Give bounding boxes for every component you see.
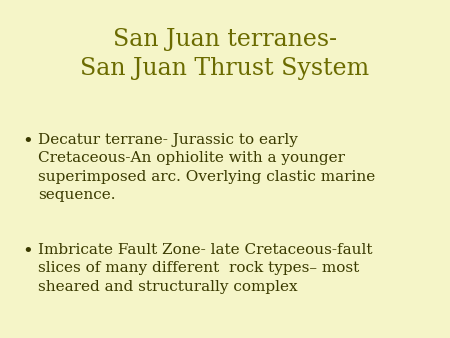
- Text: Decatur terrane- Jurassic to early
Cretaceous-An ophiolite with a younger
superi: Decatur terrane- Jurassic to early Creta…: [38, 133, 375, 202]
- Text: San Juan terranes-
San Juan Thrust System: San Juan terranes- San Juan Thrust Syste…: [81, 28, 369, 80]
- Text: Imbricate Fault Zone- late Cretaceous-fault
slices of many different  rock types: Imbricate Fault Zone- late Cretaceous-fa…: [38, 243, 373, 294]
- Text: •: •: [22, 243, 33, 261]
- Text: •: •: [22, 133, 33, 151]
